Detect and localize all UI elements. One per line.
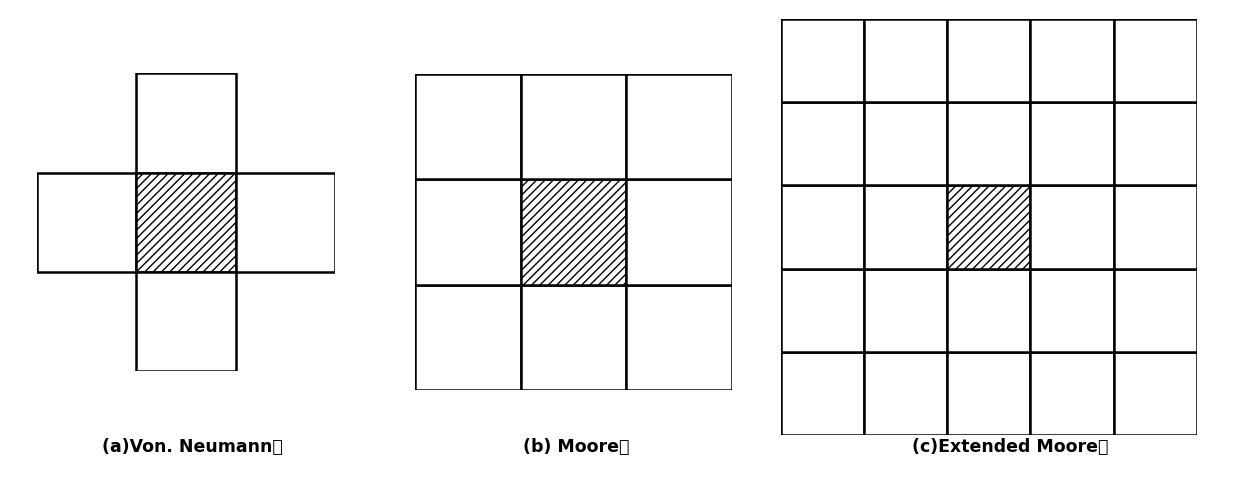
Bar (521, 284, 626, 390)
Bar (626, 284, 732, 390)
Bar (864, 269, 947, 352)
Bar (947, 19, 1030, 102)
Bar (415, 284, 521, 390)
Bar (864, 102, 947, 185)
Bar (521, 74, 626, 179)
Bar (136, 73, 236, 172)
Bar (1030, 185, 1114, 269)
Bar (864, 352, 947, 435)
Bar (947, 269, 1030, 352)
Bar (521, 179, 626, 284)
Bar (1114, 102, 1197, 185)
Bar (1114, 352, 1197, 435)
Bar (415, 74, 521, 179)
Bar (1030, 352, 1114, 435)
Text: (c)Extended Moore型: (c)Extended Moore型 (913, 439, 1109, 456)
Bar (781, 269, 864, 352)
Bar (864, 19, 947, 102)
Bar (415, 179, 521, 284)
Bar (864, 185, 947, 269)
Bar (1114, 269, 1197, 352)
Bar (1030, 102, 1114, 185)
Bar (781, 185, 864, 269)
Bar (626, 179, 732, 284)
Text: (b) Moore型: (b) Moore型 (523, 439, 630, 456)
Bar (1030, 19, 1114, 102)
Bar (947, 102, 1030, 185)
Bar (947, 352, 1030, 435)
Bar (1114, 19, 1197, 102)
Bar (781, 102, 864, 185)
Bar (37, 172, 136, 272)
Bar (947, 185, 1030, 269)
Bar (781, 352, 864, 435)
Bar (136, 272, 236, 371)
Bar (236, 172, 335, 272)
Bar (1114, 185, 1197, 269)
Bar (1030, 269, 1114, 352)
Text: (a)Von. Neumann型: (a)Von. Neumann型 (102, 439, 283, 456)
Bar (781, 19, 864, 102)
Bar (136, 172, 236, 272)
Bar (626, 74, 732, 179)
